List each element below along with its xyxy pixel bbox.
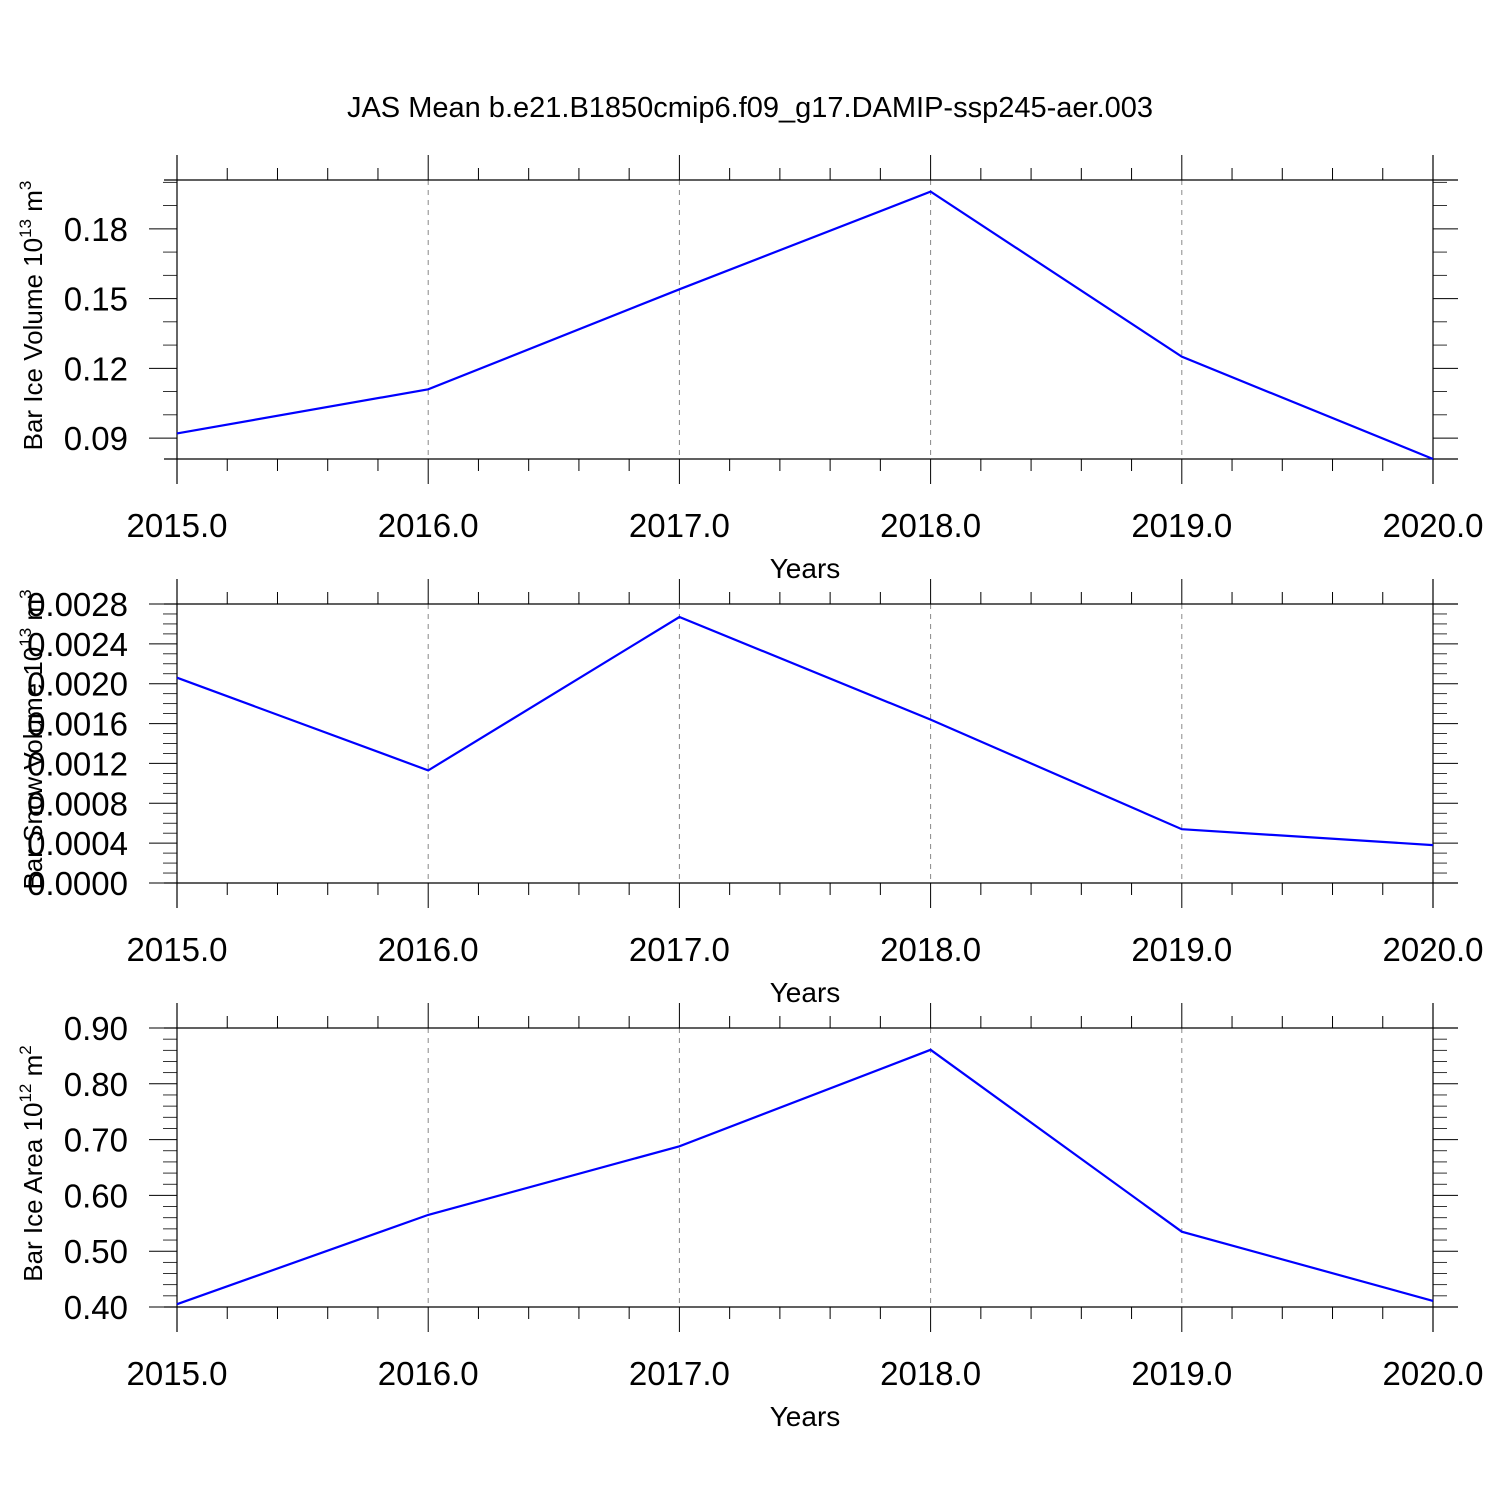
y-tick-label: 0.40 <box>64 1289 128 1326</box>
x-tick-label: 2015.0 <box>127 931 228 968</box>
y-tick-label: 0.60 <box>64 1177 128 1214</box>
x-tick-label: 2015.0 <box>127 507 228 544</box>
y-axis-label-unit: m <box>18 190 48 219</box>
x-tick-label: 2019.0 <box>1131 931 1232 968</box>
x-tick-label: 2016.0 <box>378 1355 479 1392</box>
x-tick-label: 2020.0 <box>1383 931 1484 968</box>
series-line <box>176 1048 1434 1306</box>
x-tick-label: 2020.0 <box>1383 1355 1484 1392</box>
x-tick-label: 2017.0 <box>629 507 730 544</box>
x-axis-label: Years <box>770 1401 841 1432</box>
y-axis-label-exponent: 13 <box>16 628 35 647</box>
x-tick-label: 2017.0 <box>629 1355 730 1392</box>
series-line <box>176 615 1434 847</box>
y-axis-label-unit-exponent: 3 <box>16 181 35 190</box>
x-tick-label: 2020.0 <box>1383 507 1484 544</box>
y-axis-label-text: Bar Ice Area 10 <box>18 1103 48 1282</box>
y-axis-label-exponent: 12 <box>16 1084 35 1103</box>
x-axis-label: Years <box>770 977 841 1008</box>
x-tick-label: 2019.0 <box>1131 507 1232 544</box>
x-tick-label: 2018.0 <box>880 931 981 968</box>
y-axis-label: Bar Ice Volume 1013 m3 <box>16 181 48 451</box>
y-tick-label: 0.15 <box>64 281 128 318</box>
y-tick-label: 0.50 <box>64 1233 128 1270</box>
y-tick-label: 0.70 <box>64 1122 128 1159</box>
x-tick-label: 2017.0 <box>629 931 730 968</box>
y-axis-label-text: Bar Snow Volume 10 <box>18 647 48 890</box>
chart-panel-2: 2015.0 2016.0 2017.0 2018.0 2019.0 2020.0 Year… <box>16 579 1483 1008</box>
x-axis-label: Years <box>770 553 841 584</box>
y-tick-label: 0.80 <box>64 1066 128 1103</box>
y-axis-label-unit-exponent: 2 <box>16 1045 35 1054</box>
x-tick-label: 2019.0 <box>1131 1355 1232 1392</box>
y-axis-label: Bar Ice Area 1012 m2 <box>16 1045 48 1282</box>
y-tick-label: 0.0012 <box>27 745 128 782</box>
y-tick-label: 0.09 <box>64 420 128 457</box>
x-tick-label: 2016.0 <box>378 931 479 968</box>
y-axis-label-unit: m <box>18 599 48 628</box>
chart-title: JAS Mean b.e21.B1850cmip6.f09_g17.DAMIP-… <box>347 92 1153 124</box>
y-tick-label: 0.90 <box>64 1010 128 1047</box>
y-tick-label: 0.0016 <box>27 706 128 743</box>
y-tick-label: 0.0020 <box>27 666 128 703</box>
y-tick-label: 0.18 <box>64 211 128 248</box>
y-axis-label-unit: m <box>18 1055 48 1084</box>
y-axis-label: Bar Snow Volume 1013 m3 <box>16 589 48 889</box>
x-tick-label: 2015.0 <box>127 1355 228 1392</box>
y-tick-label: 0.0008 <box>27 785 128 822</box>
y-tick-label: 0.12 <box>64 350 128 387</box>
y-axis-label-unit-exponent: 3 <box>16 589 35 598</box>
chart-panel-1: JAS Mean b.e21.B1850cmip6.f09_g17.DAMIP-… <box>16 92 1483 584</box>
y-tick-label: 0.0024 <box>27 626 128 663</box>
y-tick-label: 0.0004 <box>27 825 128 862</box>
x-tick-label: 2018.0 <box>880 1355 981 1392</box>
chart-panel-3: 2015.0 2016.0 2017.0 2018.0 2019.0 2020.0 Year… <box>16 1003 1483 1432</box>
series-line <box>176 190 1434 461</box>
x-tick-label: 2018.0 <box>880 507 981 544</box>
y-tick-label: 0.0028 <box>27 586 128 623</box>
y-tick-label: 0.0000 <box>27 865 128 902</box>
x-tick-label: 2016.0 <box>378 507 479 544</box>
y-axis-label-exponent: 13 <box>16 219 35 238</box>
y-axis-label-text: Bar Ice Volume 10 <box>18 238 48 450</box>
